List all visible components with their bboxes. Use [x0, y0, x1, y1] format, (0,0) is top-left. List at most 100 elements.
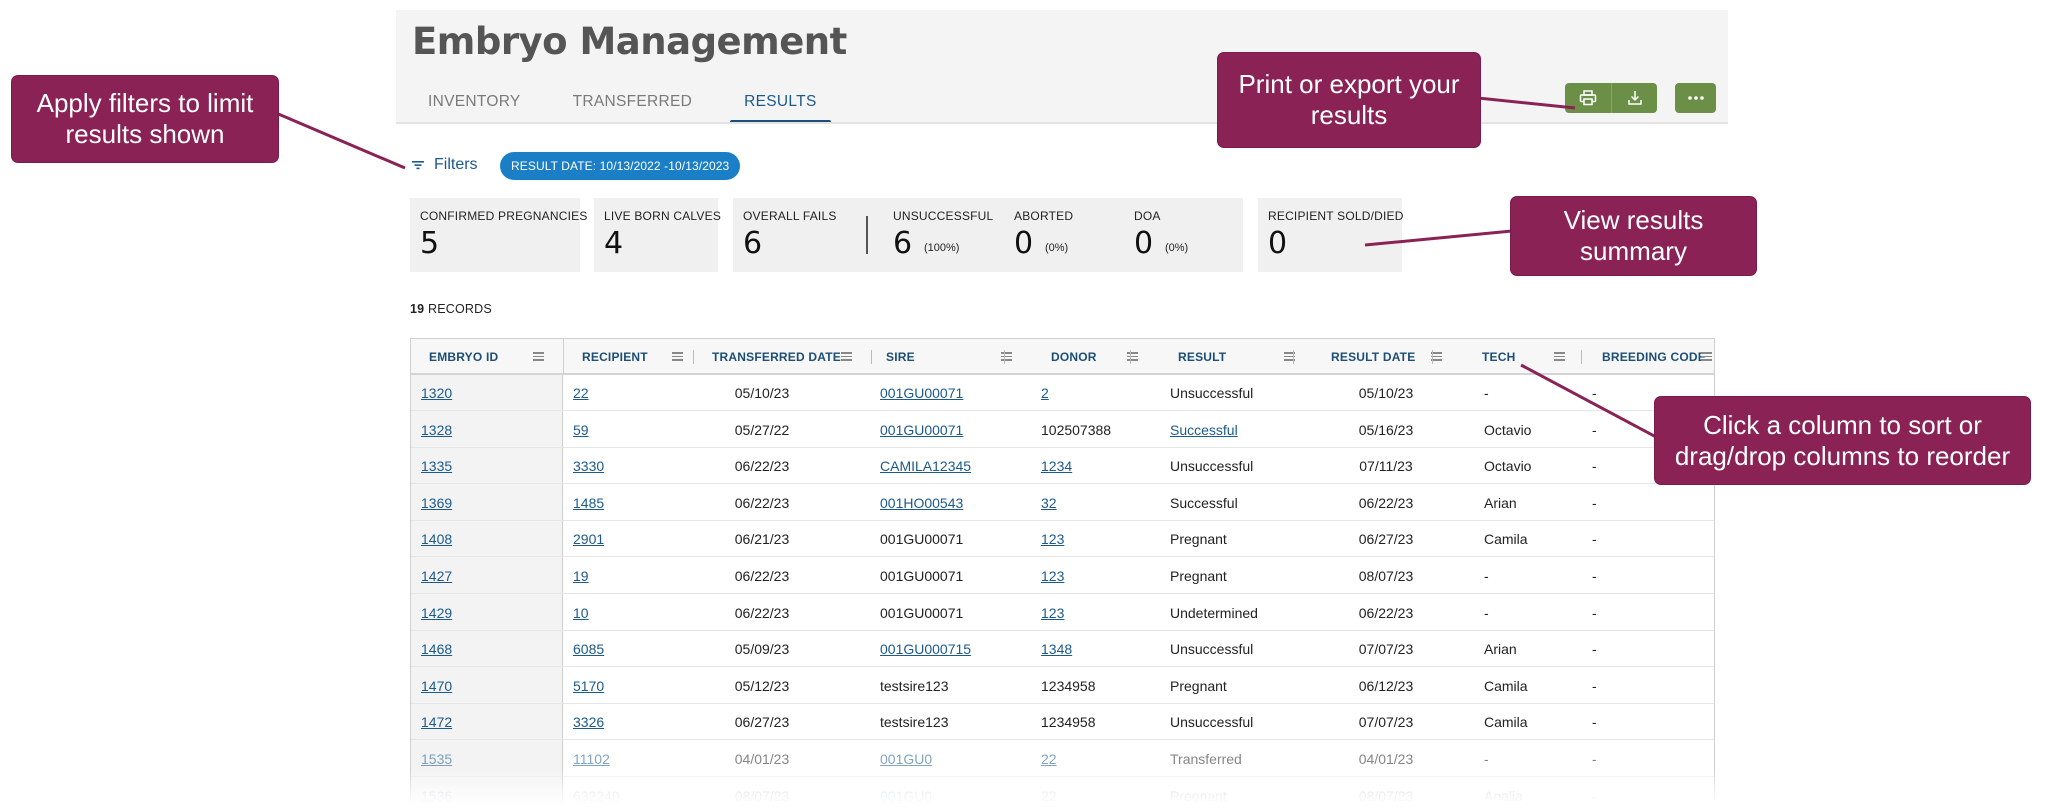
table-cell-link[interactable]: 3330 [573, 458, 605, 475]
table-row[interactable]: 1408 2901 06/21/23 001GU00071 123 Pregnant 06/… [411, 521, 1714, 558]
table-cell-link[interactable]: 1369 [421, 494, 453, 511]
table-cell: Unsuccessful [1170, 458, 1254, 475]
column-menu-icon[interactable] [1431, 352, 1442, 361]
table-cell: - [1592, 568, 1597, 584]
table-cell-link[interactable]: 1320 [421, 385, 453, 401]
table-cell-link[interactable]: 1408 [421, 531, 453, 548]
column-separator[interactable] [693, 350, 694, 364]
table-cell-link[interactable]: 3326 [573, 714, 605, 731]
card-label: OVERALL FAILS [743, 209, 837, 223]
table-cell-link[interactable]: CAMILA12345 [880, 458, 972, 475]
table-cell-link[interactable]: 1328 [421, 421, 453, 438]
table-row[interactable]: 1427 19 06/22/23 001GU00071 123 Pregnant 08/07… [411, 558, 1714, 594]
column-header[interactable]: EMBRYO ID [429, 350, 499, 364]
table-cell-link[interactable]: 123 [1041, 531, 1065, 548]
table-cell-link[interactable]: 1234 [1041, 458, 1073, 475]
table-cell-link[interactable]: 1470 [421, 677, 453, 694]
table-cell-link[interactable]: 11102 [573, 751, 610, 767]
column-separator[interactable] [1004, 350, 1005, 364]
table-row[interactable]: 1335 3330 06/22/23 CAMILA12345 1234 Unsuccess… [411, 448, 1714, 485]
header-divider [396, 122, 1728, 124]
table-cell-link[interactable]: 001GU0 [880, 751, 933, 767]
table-cell: Pregnant [1170, 677, 1227, 694]
table-cell-link[interactable]: 001GU000715 [880, 641, 972, 658]
table-cell-link[interactable]: 22 [573, 385, 589, 401]
table-cell-link[interactable]: 10 [573, 604, 589, 621]
table-cell-link[interactable]: 32 [1041, 494, 1057, 511]
column-separator[interactable] [1293, 350, 1294, 364]
column-separator[interactable] [1581, 350, 1582, 364]
column-header[interactable]: RESULT DATE [1331, 350, 1416, 364]
column-menu-icon[interactable] [1001, 352, 1012, 361]
filters-toggle[interactable]: Filters [412, 156, 478, 174]
column-header[interactable]: RECIPIENT [582, 350, 648, 364]
table-cell-link[interactable]: 6085 [573, 641, 605, 658]
table-cell: 05/16/23 [1358, 421, 1414, 438]
table-row[interactable]: 1328 59 05/27/22 001GU00071 102507388 Success… [411, 412, 1714, 448]
table-row[interactable]: 1468 6085 05/09/23 001GU000715 1348 Unsuccess… [411, 631, 1714, 668]
table-cell-link[interactable]: 001GU00071 [880, 385, 964, 401]
column-header[interactable]: TRANSFERRED DATE [712, 350, 841, 364]
table-cell-link[interactable]: 1468 [421, 641, 453, 658]
table-cell-link[interactable]: 2901 [573, 531, 605, 548]
table-cell-link[interactable]: 001GU00071 [880, 421, 964, 438]
table-cell-link[interactable]: 1472 [421, 714, 453, 731]
column-menu-icon[interactable] [1284, 352, 1295, 361]
table-cell-link[interactable]: 19 [573, 568, 589, 584]
table-row[interactable]: 1472 3326 06/27/23 testsire123 1234958 Unsucc… [411, 704, 1714, 741]
print-button[interactable] [1565, 83, 1611, 113]
card-value: 6 [893, 226, 913, 261]
table-cell: Pregnant [1170, 531, 1227, 548]
table-row[interactable]: 1470 5170 05/12/23 testsire123 1234958 Pregna… [411, 668, 1714, 704]
table-cell: 1234958 [1041, 677, 1096, 694]
column-menu-icon[interactable] [533, 352, 544, 361]
column-menu-icon[interactable] [1554, 352, 1565, 361]
table-cell-link[interactable]: 1485 [573, 494, 605, 511]
table-row[interactable]: 1369 1485 06/22/23 001HO00543 32 Successful 06… [411, 485, 1714, 521]
table-cell: 05/12/23 [734, 677, 790, 694]
table-cell-link[interactable]: Successful [1170, 421, 1238, 438]
column-menu-icon[interactable] [841, 352, 852, 361]
table-cell-link[interactable]: 1335 [421, 458, 453, 475]
table-cell: Camila [1484, 714, 1528, 731]
table-cell-link[interactable]: 1429 [421, 604, 453, 621]
table-cell-link[interactable]: 1348 [1041, 641, 1073, 658]
table-cell-link[interactable]: 59 [573, 421, 589, 438]
tab-transferred[interactable]: TRANSFERRED [572, 93, 693, 110]
table-cell-link[interactable]: 5170 [573, 677, 605, 694]
column-header[interactable]: SIRE [886, 350, 915, 364]
column-menu-icon[interactable] [1127, 352, 1138, 361]
table-cell-link[interactable]: 123 [1041, 604, 1065, 621]
column-menu-icon[interactable] [1701, 352, 1712, 361]
table-row[interactable]: 1429 10 06/22/23 001GU00071 123 Undetermined 0… [411, 595, 1714, 631]
table-cell-link[interactable]: 2 [1041, 385, 1049, 401]
table-cell: testsire123 [880, 677, 949, 694]
tab-inventory[interactable]: INVENTORY [428, 93, 521, 110]
column-separator[interactable] [1432, 350, 1433, 364]
table-cell: 1234958 [1041, 714, 1096, 731]
table-cell-link[interactable]: 1427 [421, 568, 453, 584]
card-label: LIVE BORN CALVES [604, 209, 722, 223]
records-count: 19 RECORDS [410, 302, 492, 316]
column-header[interactable]: BREEDING CODE [1602, 350, 1706, 364]
column-header[interactable]: TECH [1482, 350, 1516, 364]
table-row[interactable]: 1320 22 05/10/23 001GU00071 2 Unsuccessful 05/… [411, 375, 1714, 411]
result-date-filter-chip[interactable]: RESULT DATE: 10/13/2022 -10/13/2023 [500, 152, 741, 180]
column-separator[interactable] [871, 350, 872, 364]
download-button[interactable] [1611, 83, 1657, 113]
column-header[interactable]: RESULT [1178, 350, 1227, 364]
table-cell-link[interactable]: 1535 [421, 751, 453, 767]
column-separator[interactable] [1130, 350, 1131, 364]
table-cell: 05/27/22 [734, 421, 790, 438]
table-cell: 07/07/23 [1358, 714, 1414, 731]
table-cell-link[interactable]: 001HO00543 [880, 494, 964, 511]
table-cell: Pregnant [1170, 568, 1227, 584]
pinned-column-separator [563, 339, 564, 375]
column-menu-icon[interactable] [672, 352, 683, 361]
tab-results[interactable]: RESULTS [730, 88, 832, 124]
table-cell-link[interactable]: 123 [1041, 568, 1065, 584]
more-options-button[interactable] [1675, 83, 1716, 113]
column-header[interactable]: DONOR [1051, 350, 1097, 364]
table-cell: Successful [1170, 494, 1238, 511]
table-cell-link[interactable]: 22 [1041, 751, 1057, 767]
